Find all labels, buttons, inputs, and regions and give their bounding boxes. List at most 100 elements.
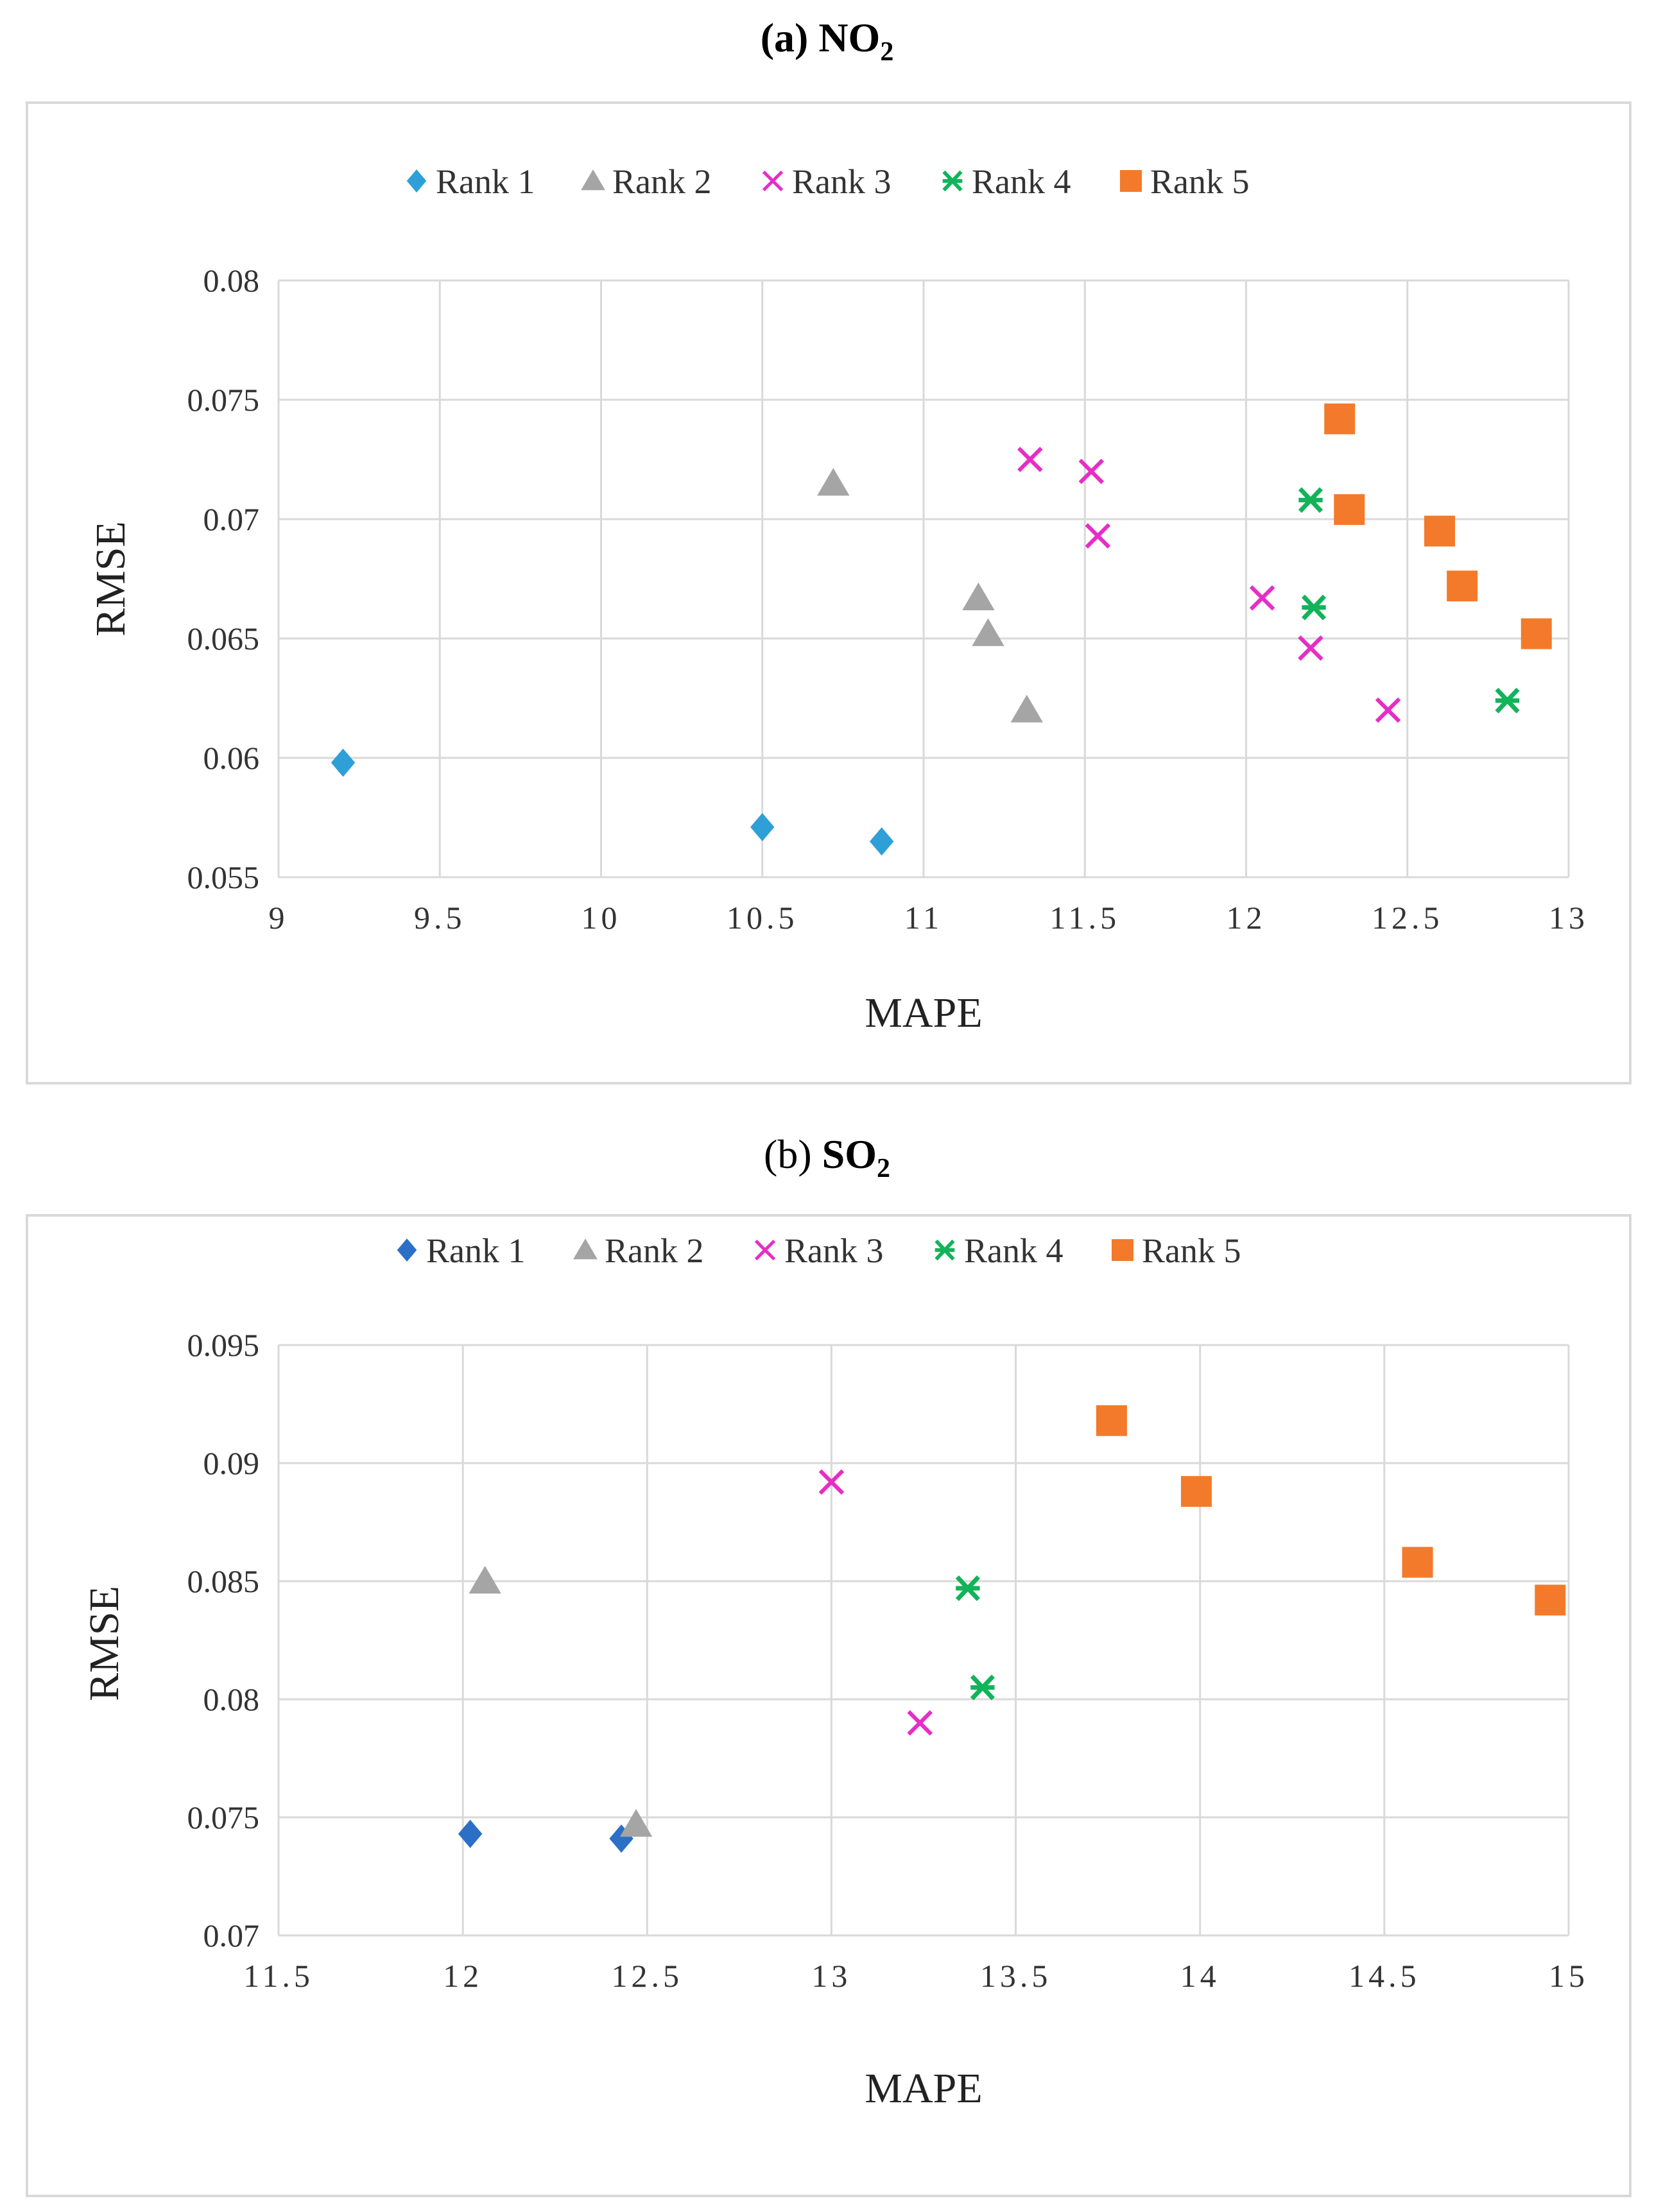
chart-b-point-rank-3 bbox=[907, 1710, 933, 1736]
chart-a-point-rank-3 bbox=[1017, 447, 1043, 472]
chart-b-x-tick-label: 12 bbox=[443, 1958, 483, 1994]
chart-a-y-tick-label: 0.055 bbox=[187, 859, 260, 895]
panel-b-label: (b) bbox=[764, 1131, 812, 1177]
chart-b-y-tick-label: 0.07 bbox=[203, 1917, 260, 1953]
chart-a-series-rank-1 bbox=[331, 748, 894, 856]
chart-a-point-rank-2 bbox=[972, 618, 1004, 646]
chart-a-x-tick-label: 10 bbox=[581, 900, 621, 936]
chart-a-y-tick-label: 0.06 bbox=[203, 740, 260, 776]
chart-b-legend-marker-rank-2 bbox=[573, 1239, 598, 1260]
chart-a-y-tick-label: 0.07 bbox=[203, 501, 260, 537]
chart-a-legend-marker-rank-5 bbox=[1120, 170, 1142, 192]
chart-b-x-tick-label: 12.5 bbox=[612, 1958, 684, 1994]
panel-a-chem-base: NO bbox=[818, 15, 881, 60]
chart-b-y-tick-label: 0.085 bbox=[187, 1563, 260, 1599]
chart-a-legend-label-rank-1: Rank 1 bbox=[436, 162, 535, 201]
chart-a-series-rank-5 bbox=[1324, 403, 1552, 649]
chart-b-series-rank-2 bbox=[469, 1566, 653, 1837]
chart-a-svg: 9 9.5 10 10.5 11 11.5 12 12.5 13 0.055 0.06 0.065 0.… bbox=[87, 162, 1589, 1036]
chart-a-series-rank-4 bbox=[1298, 487, 1520, 714]
chart-b-gridlines bbox=[277, 1344, 1570, 1937]
chart-b-point-rank-3 bbox=[818, 1469, 845, 1495]
chart-a-legend-label-rank-4: Rank 4 bbox=[972, 162, 1071, 201]
chart-a-legend-label-rank-2: Rank 2 bbox=[612, 162, 712, 201]
chart-a-point-rank-4 bbox=[1301, 594, 1327, 621]
chart-a-x-axis-title: MAPE bbox=[865, 990, 982, 1036]
chart-b-series-rank-5 bbox=[1096, 1405, 1566, 1616]
chart-b-point-rank-5 bbox=[1402, 1547, 1433, 1578]
chart-b-y-tick-label: 0.08 bbox=[203, 1681, 260, 1717]
chart-a-gridlines bbox=[277, 279, 1570, 879]
chart-a-y-tick-label: 0.065 bbox=[187, 621, 260, 656]
chart-b-legend-label-rank-5: Rank 5 bbox=[1142, 1231, 1241, 1270]
chart-a-legend-marker-rank-3 bbox=[762, 170, 784, 192]
panel-a-chem: NO2 bbox=[818, 15, 893, 67]
chart-b-series-rank-4 bbox=[955, 1575, 995, 1701]
chart-a-legend-marker-rank-1 bbox=[406, 169, 427, 193]
chart-b-legend-marker-rank-5 bbox=[1112, 1239, 1133, 1261]
chart-b-point-rank-5 bbox=[1180, 1476, 1212, 1507]
chart-a-point-rank-3 bbox=[1078, 458, 1105, 484]
chart-b-legend-label-rank-3: Rank 3 bbox=[784, 1231, 884, 1270]
chart-a-series-rank-2 bbox=[817, 468, 1043, 723]
chart-b-svg: 11.5 12 12.5 13 13.5 14 14.5 15 0.07 0.075 0.08 0.0… bbox=[81, 1231, 1589, 2112]
chart-a-y-axis-title: RMSE bbox=[87, 521, 134, 637]
chart-a-series-rank-3 bbox=[1017, 447, 1401, 723]
chart-b-point-rank-4 bbox=[955, 1575, 980, 1602]
chart-a-point-rank-3 bbox=[1375, 697, 1401, 723]
chart-a-y-tick-label: 0.08 bbox=[203, 262, 260, 298]
panel-b-chem-sub: 2 bbox=[877, 1153, 890, 1183]
chart-b-legend-label-rank-4: Rank 4 bbox=[964, 1231, 1064, 1270]
chart-a-point-rank-4 bbox=[1495, 687, 1520, 714]
chart-a-point-rank-3 bbox=[1085, 523, 1111, 549]
chart-b-legend-marker-rank-4 bbox=[935, 1239, 955, 1261]
chart-b-x-axis-title: MAPE bbox=[865, 2065, 982, 2112]
chart-b-series-rank-3 bbox=[818, 1469, 933, 1736]
chart-a-point-rank-1 bbox=[750, 812, 775, 841]
chart-a-point-rank-5 bbox=[1424, 515, 1455, 547]
chart-a-x-tick-label: 9.5 bbox=[414, 900, 466, 936]
chart-b-point-rank-1 bbox=[458, 1819, 483, 1848]
chart-b-point-rank-2 bbox=[619, 1809, 653, 1837]
chart-b-legend-marker-rank-3 bbox=[754, 1239, 776, 1261]
chart-a-x-tick-label: 11 bbox=[904, 900, 943, 936]
panel-b-chem-base: SO bbox=[822, 1131, 877, 1177]
chart-a-legend-marker-rank-4 bbox=[942, 170, 963, 192]
chart-b-x-tick-label: 13 bbox=[811, 1958, 851, 1994]
chart-b-legend-marker-rank-1 bbox=[397, 1239, 417, 1262]
chart-a-frame: 9 9.5 10 10.5 11 11.5 12 12.5 13 0.055 0.06 0.065 0.… bbox=[26, 101, 1632, 1085]
chart-b-x-tick-label: 14 bbox=[1180, 1958, 1220, 1994]
panel-a-title: (a) NO2 bbox=[0, 14, 1654, 67]
chart-a-point-rank-5 bbox=[1520, 618, 1552, 649]
panel-b-chem: SO2 bbox=[822, 1131, 890, 1183]
chart-b-x-tick-label: 13.5 bbox=[980, 1958, 1052, 1994]
chart-b-y-tick-label: 0.095 bbox=[187, 1327, 260, 1363]
chart-a-point-rank-5 bbox=[1447, 570, 1478, 602]
chart-b-legend-label-rank-1: Rank 1 bbox=[426, 1231, 526, 1270]
panel-b-title: (b) SO2 bbox=[0, 1131, 1654, 1184]
chart-a-legend-marker-rank-2 bbox=[581, 169, 605, 191]
chart-a-legend-label-rank-3: Rank 3 bbox=[792, 162, 892, 201]
chart-a-legend-label-rank-5: Rank 5 bbox=[1150, 162, 1250, 201]
chart-a-point-rank-4 bbox=[1298, 487, 1323, 513]
chart-a-point-rank-2 bbox=[1010, 694, 1043, 723]
chart-a-point-rank-3 bbox=[1298, 635, 1323, 661]
chart-b-x-tick-label: 15 bbox=[1549, 1958, 1589, 1994]
chart-a-x-tick-label: 13 bbox=[1549, 900, 1589, 936]
chart-a-x-tick-label: 11.5 bbox=[1049, 900, 1120, 936]
chart-a-y-tick-label: 0.075 bbox=[187, 382, 260, 418]
chart-a-point-rank-2 bbox=[962, 582, 995, 610]
chart-a-x-tick-label: 12.5 bbox=[1372, 900, 1443, 936]
chart-a-point-rank-3 bbox=[1249, 585, 1275, 611]
chart-a-legend: Rank 1 Rank 2 Rank 3 Rank 4 Rank 5 bbox=[406, 162, 1250, 201]
chart-a-point-rank-2 bbox=[817, 468, 850, 496]
chart-a-point-rank-1 bbox=[869, 827, 894, 856]
chart-b-y-tick-label: 0.075 bbox=[187, 1799, 260, 1835]
chart-b-point-rank-2 bbox=[469, 1566, 501, 1594]
chart-a-point-rank-5 bbox=[1324, 403, 1356, 434]
chart-a-x-tick-label: 9 bbox=[269, 900, 289, 936]
chart-b-legend-label-rank-2: Rank 2 bbox=[605, 1231, 704, 1270]
chart-b-legend: Rank 1 Rank 2 Rank 3 Rank 4 Rank 5 bbox=[397, 1231, 1241, 1270]
chart-b-frame: 11.5 12 12.5 13 13.5 14 14.5 15 0.07 0.075 0.08 0.0… bbox=[26, 1214, 1632, 2197]
chart-b-y-axis-title: RMSE bbox=[81, 1586, 128, 1701]
